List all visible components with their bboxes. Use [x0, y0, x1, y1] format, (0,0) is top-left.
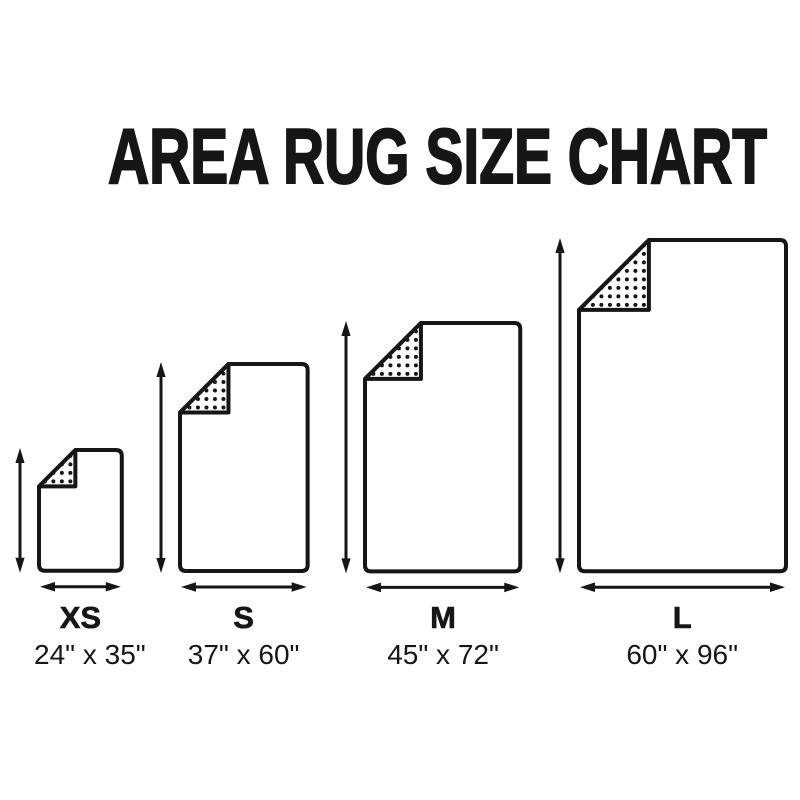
size-label: M: [430, 599, 456, 636]
width-arrow-icon: [579, 582, 785, 592]
height-arrow-icon: [341, 320, 352, 573]
rug-item-m: M 45" x 72": [339, 320, 525, 670]
rug-item-l: L 60" x 96": [553, 237, 791, 670]
rug-illustration-l: [555, 237, 788, 592]
width-arrow-icon: [39, 582, 121, 592]
rug-illustration-m: [341, 320, 523, 592]
size-label: L: [672, 599, 692, 636]
rug-outline: [576, 237, 788, 573]
folded-corner: [576, 237, 651, 312]
rug-outline: [36, 448, 124, 573]
rug-illustration-s: [156, 362, 310, 592]
rug-caption: L 60" x 96": [553, 600, 791, 670]
rug-illustration-xs: [15, 448, 124, 592]
page-title: AREA RUG SIZE CHART: [107, 112, 768, 200]
rug-outline: [363, 320, 523, 573]
size-dimensions: 24" x 35": [34, 639, 146, 670]
size-dimensions: 37" x 60": [187, 639, 300, 670]
folded-corner: [177, 362, 231, 415]
size-label: S: [233, 600, 254, 636]
rug-caption: M 45" x 72": [339, 600, 525, 670]
width-arrow-icon: [366, 582, 520, 592]
width-arrow-icon: [180, 582, 307, 592]
folded-corner: [36, 448, 78, 489]
rug-caption: XS 24" x 35": [13, 600, 146, 670]
size-dimensions: 45" x 72": [387, 638, 499, 670]
height-arrow-icon: [555, 237, 565, 573]
rug-item-s: S 37" x 60": [154, 361, 313, 670]
size-label: XS: [59, 600, 102, 636]
size-dimensions: 60" x 96": [626, 638, 739, 670]
rug-item-xs: XS 24" x 35": [13, 447, 146, 670]
rug-caption: S 37" x 60": [154, 600, 313, 670]
height-arrow-icon: [15, 448, 25, 573]
folded-corner: [363, 320, 424, 381]
height-arrow-icon: [156, 362, 166, 573]
rug-outline: [177, 362, 310, 573]
